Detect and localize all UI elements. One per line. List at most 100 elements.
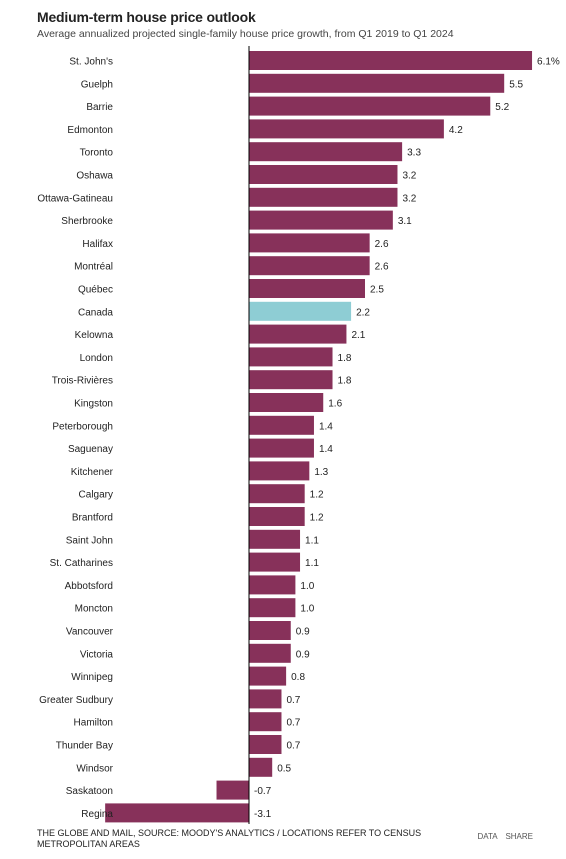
category-label: Sherbrooke [61,216,113,227]
value-label: 1.0 [300,581,314,592]
bar-victoria [249,643,291,663]
category-label: Montréal [74,262,113,273]
category-label: Saskatoon [66,786,113,797]
category-label: Guelph [81,79,113,90]
value-label: 1.3 [314,467,328,478]
category-label: Regina [81,809,113,820]
bar-abbotsford [249,575,296,595]
bar-canada [249,301,352,321]
value-label: 1.4 [319,444,333,455]
value-label: 1.6 [328,399,342,410]
category-label: London [80,353,113,364]
value-label: 0.9 [296,649,310,660]
category-label: Canada [78,307,113,318]
value-label: 5.2 [495,102,509,113]
value-label: 0.7 [286,695,300,706]
value-label: 0.7 [286,718,300,729]
bar-toronto [249,142,403,162]
category-label: Ottawa-Gatineau [37,193,113,204]
bar-calgary [249,484,305,504]
value-label: 2.2 [356,307,370,318]
value-label: -3.1 [254,809,272,820]
bar-qu-bec [249,279,365,298]
category-label: Barrie [86,102,113,113]
value-label: 0.8 [291,672,305,683]
category-label: St. Catharines [50,558,113,569]
bar-chart: St. John's 6.1% Guelph 5.5 Barrie 5.2 Edmonton… [37,46,560,824]
bar-barrie [249,96,491,116]
category-label: Kelowna [75,330,114,341]
bar-halifax [249,233,370,253]
value-label: 0.5 [277,763,291,774]
bar-kitchener [249,461,310,481]
category-label: Toronto [80,148,114,159]
value-label: 1.1 [305,535,319,546]
category-label: Hamilton [74,718,113,729]
category-label: Moncton [75,604,113,615]
bar-edmonton [249,119,444,139]
value-label: 3.2 [402,193,416,204]
category-label: St. John's [69,57,113,68]
value-label: 2.1 [351,330,365,341]
source-note: THE GLOBE AND MAIL, SOURCE: MOODY'S ANAL… [37,828,422,849]
category-label: Peterborough [52,421,113,432]
value-label: -0.7 [254,786,272,797]
chart-title: Medium-term house price outlook [37,9,256,25]
bar-oshawa [249,165,398,184]
bar-kelowna [249,324,347,344]
value-label: 5.5 [509,79,523,90]
bar-saskatoon [216,780,249,800]
category-label: Kitchener [71,467,114,478]
bar-greater-sudbury [249,689,282,709]
bar-ottawa-gatineau [249,187,398,207]
bar-saint-john [249,529,301,549]
bar-montr-al [249,256,370,276]
value-label: 1.8 [338,376,352,387]
chart-subtitle: Average annualized projected single-fami… [37,28,454,40]
bar-thunder-bay [249,735,282,754]
category-label: Edmonton [67,125,113,136]
bar-peterborough [249,415,314,435]
bar-hamilton [249,712,282,732]
value-label: 1.0 [300,604,314,615]
value-label: 1.1 [305,558,319,569]
category-label: Abbotsford [65,581,113,592]
category-label: Victoria [80,649,114,660]
category-label: Greater Sudbury [39,695,113,706]
category-label: Winnipeg [71,672,113,683]
value-label: 2.6 [375,262,389,273]
value-label: 0.9 [296,627,310,638]
category-label: Halifax [82,239,113,250]
value-label: 1.4 [319,421,333,432]
category-label: Brantford [72,513,113,524]
bar-st-catharines [249,552,301,572]
value-label: 1.8 [338,353,352,364]
bar-winnipeg [249,666,287,686]
bar-brantford [249,507,305,526]
value-label: 6.1% [537,57,560,68]
bar-vancouver [249,621,291,640]
category-label: Trois-Rivières [52,376,113,387]
category-label: Saint John [66,535,113,546]
value-label: 0.7 [286,741,300,752]
bar-kingston [249,393,324,412]
bar-sherbrooke [249,210,393,230]
bar-saguenay [249,438,314,458]
value-label: 3.3 [407,148,421,159]
share-link[interactable]: SHARE [505,832,533,841]
category-label: Saguenay [68,444,113,455]
bar-windsor [249,757,273,777]
value-label: 1.2 [310,490,324,501]
value-label: 3.1 [398,216,412,227]
bar-trois-rivi-res [249,370,333,390]
category-label: Thunder Bay [56,741,113,752]
category-label: Kingston [74,399,113,410]
value-label: 4.2 [449,125,463,136]
bar-guelph [249,73,505,93]
category-label: Québec [78,285,113,296]
bar-regina [105,803,249,823]
bar-moncton [249,598,296,618]
chart-actions: DATA SHARE [471,832,533,841]
data-link[interactable]: DATA [477,832,498,841]
value-label: 2.6 [375,239,389,250]
